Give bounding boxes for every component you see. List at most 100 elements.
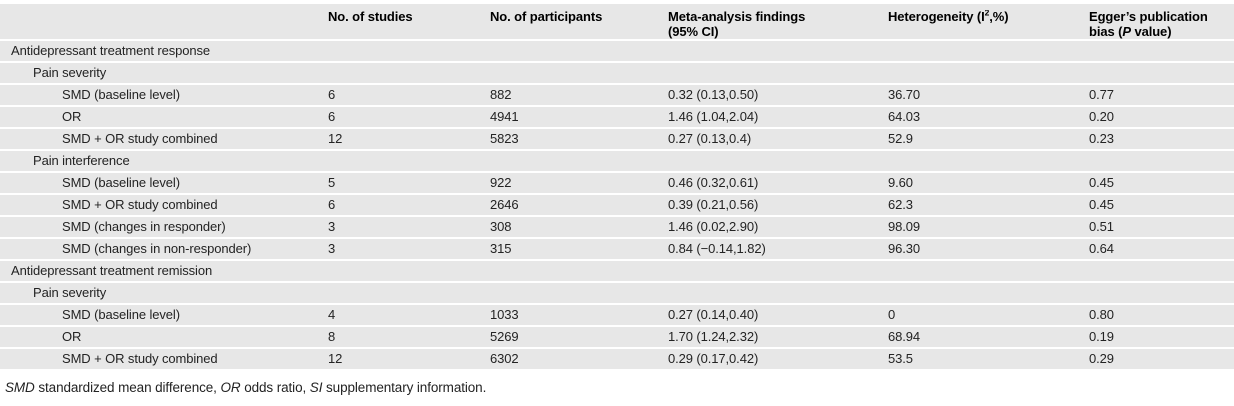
cell-no-of-participants: 882 [490,87,512,102]
cell-no-of-participants: 315 [490,241,512,256]
cell-no-of-studies: 6 [328,197,336,212]
definition-or: odds ratio, [240,380,310,395]
heterogeneity-header-superscript: 2 [984,10,990,18]
cell-no-of-participants: 1033 [490,307,519,322]
cell-egger-p-value: 0.64 [1089,241,1114,256]
cell-no-of-studies: 12 [328,351,343,366]
cell-meta-analysis-findings: 0.84 (−0.14,1.82) [668,241,766,256]
abbreviation-smd: SMD [5,380,35,395]
table-row: SMD (baseline level) 4 1033 0.27 (0.14,0… [0,305,1234,327]
definition-smd: standardized mean difference, [34,380,221,395]
row-label: SMD (baseline level) [62,175,180,190]
table-row: Antidepressant treatment remission [0,261,1234,283]
definition-si: supplementary information. [322,380,487,395]
cell-heterogeneity: 64.03 [888,109,921,124]
cell-no-of-studies: 6 [328,109,336,124]
cell-egger-p-value: 0.29 [1089,351,1114,366]
row-label: SMD + OR study combined [62,197,218,212]
cell-heterogeneity: 96.30 [888,241,921,256]
table-row: Pain severity [0,63,1234,85]
cell-egger-p-value: 0.20 [1089,109,1114,124]
heterogeneity-header-pre: Heterogeneity (I [888,10,985,24]
cell-no-of-participants: 2646 [490,197,519,212]
cell-egger-p-value: 0.80 [1089,307,1114,322]
table-row: OR 6 4941 1.46 (1.04,2.04) 64.03 0.20 [0,107,1234,129]
row-label: OR [62,329,82,344]
cell-no-of-participants: 4941 [490,109,519,124]
cell-no-of-studies: 6 [328,87,336,102]
table-row: SMD (baseline level) 5 922 0.46 (0.32,0.… [0,173,1234,195]
cell-meta-analysis-findings: 0.32 (0.13,0.50) [668,87,759,102]
col-header-heterogeneity: Heterogeneity (I2,%) [888,10,1089,25]
cell-heterogeneity: 9.60 [888,175,913,190]
table-footnote: SMD standardized mean difference, OR odd… [0,380,1234,395]
row-label: SMD (baseline level) [62,307,180,322]
row-label: SMD + OR study combined [62,131,218,146]
findings-header-line2: (95% CI) [668,23,719,39]
cell-meta-analysis-findings: 0.27 (0.14,0.40) [668,307,759,322]
cell-heterogeneity: 0 [888,307,896,322]
egger-header-line2-post: value) [1130,23,1172,39]
cell-egger-p-value: 0.51 [1089,219,1114,234]
cell-heterogeneity: 68.94 [888,329,921,344]
cell-heterogeneity: 98.09 [888,219,921,234]
cell-no-of-studies: 3 [328,219,336,234]
cell-egger-p-value: 0.19 [1089,329,1114,344]
cell-meta-analysis-findings: 1.46 (1.04,2.04) [668,109,759,124]
cell-egger-p-value: 0.45 [1089,175,1114,190]
row-label: OR [62,109,82,124]
heterogeneity-header-post: ,%) [989,10,1009,24]
cell-no-of-studies: 12 [328,131,343,146]
cell-no-of-studies: 5 [328,175,336,190]
row-label: SMD (baseline level) [62,87,180,102]
table-row: OR 8 5269 1.70 (1.24,2.32) 68.94 0.19 [0,327,1234,349]
cell-no-of-participants: 308 [490,219,512,234]
cell-no-of-participants: 5823 [490,131,519,146]
cell-heterogeneity: 62.3 [888,197,913,212]
egger-header-p-italic: P [1122,23,1131,39]
abbreviation-si: SI [309,380,323,395]
col-header-meta-analysis-findings: Meta-analysis findings (95% CI) [668,10,888,39]
cell-egger-p-value: 0.45 [1089,197,1114,212]
cell-egger-p-value: 0.23 [1089,131,1114,146]
cell-heterogeneity: 52.9 [888,131,913,146]
table-row: Pain interference [0,151,1234,173]
table-row: SMD (changes in responder) 3 308 1.46 (0… [0,217,1234,239]
cell-meta-analysis-findings: 0.29 (0.17,0.42) [668,351,759,366]
cell-no-of-participants: 922 [490,175,512,190]
row-label: SMD + OR study combined [62,351,218,366]
egger-header-line1: Egger’s publication [1089,10,1208,24]
cell-no-of-participants: 5269 [490,329,519,344]
col-header-egger-publication-bias: Egger’s publication bias (P value) [1089,10,1234,39]
table-row: SMD + OR study combined 6 2646 0.39 (0.2… [0,195,1234,217]
table-row: SMD (changes in non-responder) 3 315 0.8… [0,239,1234,261]
cell-meta-analysis-findings: 1.70 (1.24,2.32) [668,329,759,344]
col-header-no-of-studies: No. of studies [328,10,413,24]
table-row: SMD + OR study combined 12 6302 0.29 (0.… [0,349,1234,371]
row-label: SMD (changes in responder) [62,219,226,234]
table-row: Pain severity [0,283,1234,305]
table-row: SMD + OR study combined 12 5823 0.27 (0.… [0,129,1234,151]
row-label: Pain severity [33,65,107,80]
row-label: Pain interference [33,153,130,168]
row-label: SMD (changes in non-responder) [62,241,252,256]
table-header-row: No. of studies No. of participants Meta-… [0,4,1234,41]
cell-meta-analysis-findings: 0.46 (0.32,0.61) [668,175,759,190]
cell-egger-p-value: 0.77 [1089,87,1114,102]
col-header-no-of-participants: No. of participants [490,10,603,24]
abbreviation-or: OR [220,380,241,395]
cell-meta-analysis-findings: 1.46 (0.02,2.90) [668,219,759,234]
cell-no-of-participants: 6302 [490,351,519,366]
table-row: Antidepressant treatment response [0,41,1234,63]
table-row: SMD (baseline level) 6 882 0.32 (0.13,0.… [0,85,1234,107]
cell-meta-analysis-findings: 0.27 (0.13,0.4) [668,131,752,146]
egger-header-line2-pre: bias ( [1089,23,1123,39]
cell-no-of-studies: 3 [328,241,336,256]
row-label: Pain severity [33,285,107,300]
cell-heterogeneity: 36.70 [888,87,921,102]
table: No. of studies No. of participants Meta-… [0,4,1234,371]
findings-header-line1: Meta-analysis findings [668,10,806,24]
table-body: Antidepressant treatment response Pain s… [0,41,1234,371]
cell-heterogeneity: 53.5 [888,351,913,366]
